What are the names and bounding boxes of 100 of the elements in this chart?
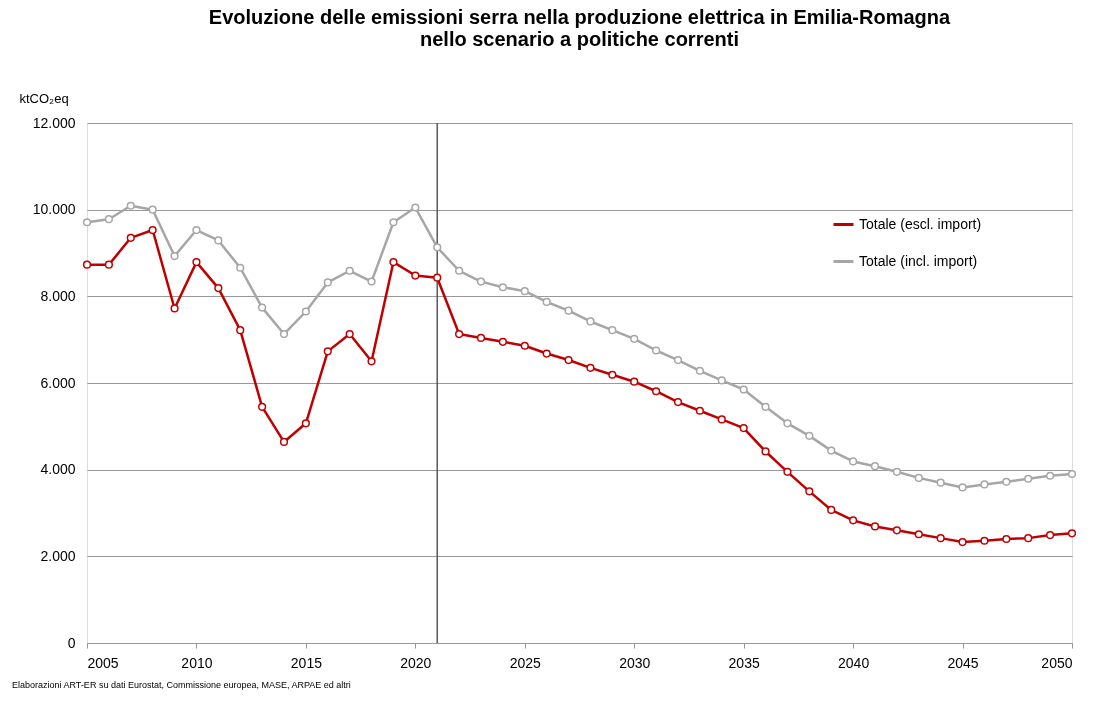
point [192,258,201,267]
y-tick-label: 6.000 [40,374,76,391]
point [126,233,135,242]
point [1024,474,1033,483]
point [214,284,223,293]
point [892,467,901,476]
point [279,437,289,447]
x-tick-label: 2005 [87,654,119,671]
point [170,251,179,261]
chart-title: Evoluzione delle emissioni serra nella produzione elettrica in Emilia-Romagna nello scenario a politiche correnti [208,6,952,50]
point [498,337,507,346]
point [389,218,398,227]
point [805,487,814,496]
x-tick-label: 2040 [838,654,870,671]
point [652,346,661,355]
x-tick-label: 2035 [728,654,760,671]
point [323,278,332,287]
point [827,505,836,515]
point [914,473,923,482]
point [1002,477,1011,486]
point [717,376,726,385]
point [258,303,267,312]
point [652,387,661,396]
x-tick-label: 2030 [619,654,651,671]
point [914,530,923,539]
legend-label: Totale (escl. import) [859,215,982,232]
x-tick-label: 2015 [290,654,323,671]
point [1046,531,1055,540]
x-tick-label: 2025 [509,654,542,671]
point [345,329,354,339]
y-tick-label: 4.000 [40,461,76,478]
point [476,277,486,286]
point [476,333,486,343]
point [82,260,92,269]
point [1067,469,1077,479]
point [82,218,92,227]
point [586,317,595,326]
point [411,203,420,212]
point [892,526,901,535]
point [236,263,245,272]
y-tick-label: 8.000 [40,287,76,304]
point [301,419,310,428]
point [717,415,726,424]
y-tick-label: 12.000 [32,114,76,131]
point [389,258,398,267]
point [849,516,858,525]
point [104,215,113,224]
point [455,329,464,339]
point [761,402,770,411]
y-axis-title: ktCO₂eq [19,90,69,106]
point [520,341,529,350]
x-tick-label: 2020 [400,654,432,671]
point [411,271,420,280]
point [542,297,551,307]
x-tick-label: 2010 [181,654,213,671]
point [367,277,376,286]
point [214,236,223,245]
point [236,326,245,335]
point [783,419,792,428]
point [345,266,354,275]
y-tick-label: 10.000 [32,201,76,218]
point [608,326,617,335]
point [805,431,814,440]
point [630,377,639,386]
point [148,225,157,235]
point [1046,471,1055,480]
point [1024,534,1033,543]
point [586,363,595,372]
point [739,385,748,394]
point [301,307,310,316]
point [739,423,748,433]
point [936,478,945,487]
point [498,283,507,292]
point [1002,534,1011,544]
point [279,329,289,339]
point [980,536,989,545]
point [958,537,967,547]
point [695,406,704,415]
point [608,370,617,379]
point [433,273,442,282]
point [936,534,945,543]
text: Elaborazioni ART-ER su dati Eurostat, Commissione europea, MASE, ARPAE ed altri [12,680,351,690]
y-tick-label: 0 [67,634,76,651]
point [870,522,880,531]
point [192,225,201,235]
point [673,355,683,365]
point [126,201,135,210]
point [170,304,179,313]
point [630,334,639,343]
point [455,266,464,275]
point [367,357,376,366]
legend-label: Totale (incl. import) [859,252,978,269]
point [258,402,267,411]
point [761,447,770,456]
y-tick-label: 2.000 [40,547,76,564]
point [520,287,529,296]
point [564,306,573,315]
x-tick-label: 2050 [1041,654,1073,671]
point [958,483,967,492]
point [695,366,704,375]
